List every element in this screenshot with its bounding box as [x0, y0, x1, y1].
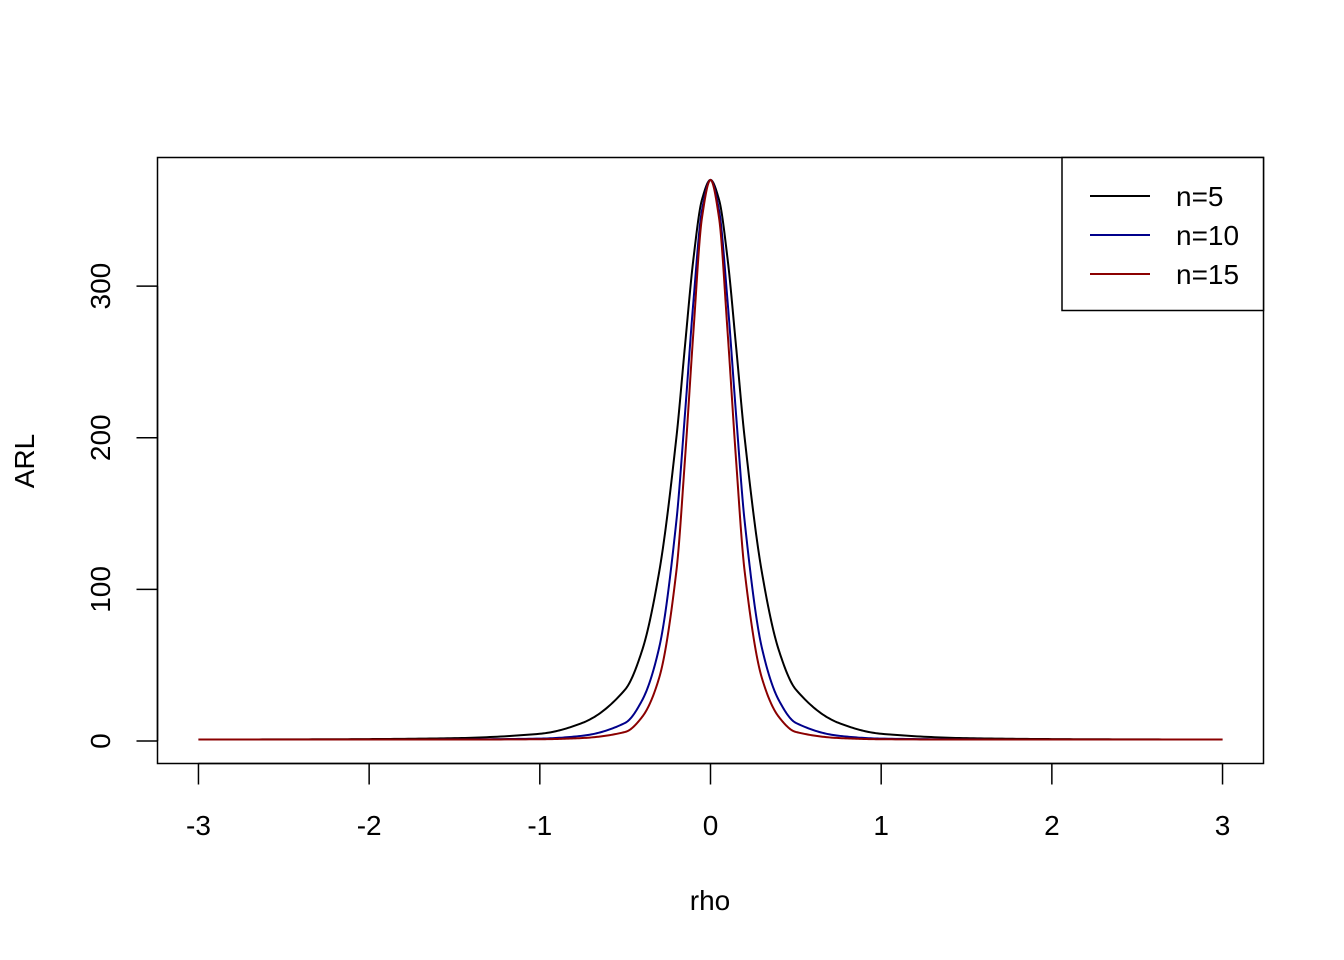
- y-axis: 0 100 200 300: [85, 263, 159, 749]
- y-axis-label: ARL: [9, 434, 40, 488]
- x-tick-label: 0: [703, 810, 719, 841]
- legend-label: n=5: [1176, 181, 1224, 212]
- x-tick-label: -3: [186, 810, 211, 841]
- legend-label: n=15: [1176, 259, 1239, 290]
- series-line-n-15: [198, 178, 1223, 741]
- x-axis: -3 -2 -1 0 1 2 3: [186, 762, 1231, 841]
- x-tick-label: 3: [1215, 810, 1231, 841]
- x-tick-label: 2: [1044, 810, 1060, 841]
- series-layer: [198, 178, 1223, 741]
- y-tick-label: 300: [85, 263, 116, 310]
- x-axis-label: rho: [690, 885, 730, 916]
- y-tick-label: 200: [85, 414, 116, 461]
- x-tick-label: 1: [873, 810, 889, 841]
- y-tick-label: 100: [85, 566, 116, 613]
- y-tick-label: 0: [85, 733, 116, 749]
- legend-label: n=10: [1176, 220, 1239, 251]
- legend: n=5 n=10 n=15: [1061, 156, 1265, 312]
- x-tick-label: -2: [357, 810, 382, 841]
- x-tick-label: -1: [527, 810, 552, 841]
